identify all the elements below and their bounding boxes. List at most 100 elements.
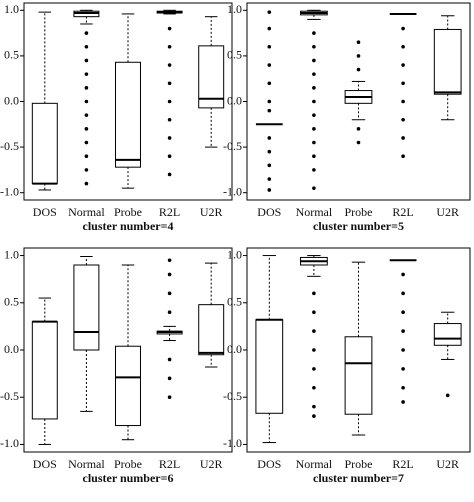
outlier bbox=[401, 291, 405, 296]
outlier bbox=[312, 310, 316, 315]
outlier bbox=[356, 127, 361, 131]
x-tick-label: R2L bbox=[392, 457, 413, 471]
outlier bbox=[401, 272, 405, 277]
outlier bbox=[401, 310, 405, 315]
outlier bbox=[267, 99, 272, 104]
box bbox=[198, 45, 225, 109]
outlier bbox=[401, 44, 405, 49]
y-tick-label: 0.0 bbox=[227, 342, 242, 356]
box bbox=[115, 345, 141, 427]
outlier bbox=[267, 177, 272, 181]
outlier bbox=[167, 26, 172, 31]
outlier bbox=[267, 63, 272, 67]
outlier bbox=[312, 140, 316, 145]
y-tick-label: -1.0 bbox=[223, 184, 242, 198]
y-tick-label: -0.5 bbox=[223, 389, 242, 403]
x-tick-label: DOS bbox=[33, 457, 57, 471]
x-axis-label: cluster number=5 bbox=[313, 219, 404, 233]
x-tick-label: R2L bbox=[159, 457, 180, 471]
outlier bbox=[167, 272, 172, 277]
outlier bbox=[312, 58, 316, 63]
x-tick-label: DOS bbox=[257, 205, 281, 219]
outlier bbox=[84, 86, 89, 90]
y-tick-label: 0.5 bbox=[227, 48, 242, 62]
outlier bbox=[167, 99, 172, 104]
x-tick-label: Normal bbox=[296, 457, 333, 471]
outlier bbox=[356, 54, 361, 58]
outlier bbox=[312, 385, 316, 390]
y-tick-label: 0.5 bbox=[4, 48, 19, 62]
outlier bbox=[312, 72, 316, 76]
y-tick-label: -1.0 bbox=[0, 436, 19, 450]
outlier bbox=[167, 310, 172, 315]
outlier bbox=[167, 63, 172, 67]
y-tick-label: 1.0 bbox=[4, 2, 19, 16]
outlier bbox=[312, 127, 316, 131]
outlier bbox=[167, 154, 172, 159]
outlier bbox=[84, 127, 89, 131]
outlier bbox=[312, 86, 316, 90]
outlier bbox=[267, 136, 272, 140]
x-tick-label: U2R bbox=[436, 457, 459, 471]
y-tick-label: -1.0 bbox=[223, 436, 242, 450]
box bbox=[198, 304, 225, 356]
outlier bbox=[167, 357, 172, 362]
outlier bbox=[267, 26, 272, 31]
outlier bbox=[356, 40, 361, 45]
y-tick-label: 0.0 bbox=[4, 93, 19, 107]
x-tick-label: DOS bbox=[257, 457, 281, 471]
box bbox=[255, 319, 284, 414]
y-tick-label: 1.0 bbox=[227, 247, 242, 261]
outlier bbox=[312, 414, 316, 418]
outlier bbox=[401, 154, 405, 159]
outlier bbox=[267, 149, 272, 154]
outlier bbox=[167, 258, 172, 263]
y-tick-label: 1.0 bbox=[227, 2, 242, 16]
x-tick-label: DOS bbox=[33, 205, 57, 219]
outlier bbox=[401, 26, 405, 31]
x-axis-label: cluster number=6 bbox=[83, 471, 174, 485]
outlier bbox=[401, 385, 405, 390]
y-tick-label: 1.0 bbox=[4, 247, 19, 261]
y-tick-label: -0.5 bbox=[0, 389, 19, 403]
box bbox=[433, 323, 462, 346]
outlier bbox=[84, 168, 89, 172]
outlier bbox=[312, 168, 316, 172]
x-tick-label: U2R bbox=[200, 205, 223, 219]
box bbox=[31, 321, 58, 420]
outlier bbox=[167, 117, 172, 122]
box bbox=[73, 264, 100, 351]
outlier bbox=[356, 140, 361, 145]
outlier bbox=[167, 376, 172, 381]
outlier bbox=[167, 44, 172, 49]
outlier bbox=[312, 31, 316, 35]
outlier bbox=[312, 113, 316, 117]
outlier bbox=[401, 99, 405, 104]
outlier bbox=[84, 181, 89, 186]
box bbox=[433, 28, 462, 95]
y-tick-label: 0.0 bbox=[4, 342, 19, 356]
y-tick-label: -0.5 bbox=[223, 139, 242, 153]
outlier bbox=[167, 172, 172, 177]
outlier bbox=[267, 108, 272, 113]
outlier bbox=[167, 291, 172, 296]
x-tick-label: Probe bbox=[114, 205, 142, 219]
outlier bbox=[267, 44, 272, 49]
outlier bbox=[84, 113, 89, 117]
outlier bbox=[401, 329, 405, 333]
x-tick-label: Normal bbox=[68, 205, 105, 219]
outlier bbox=[445, 393, 450, 398]
box bbox=[31, 102, 58, 185]
outlier bbox=[84, 99, 89, 104]
outlier bbox=[167, 395, 172, 400]
outlier bbox=[267, 163, 272, 168]
x-tick-label: R2L bbox=[392, 205, 413, 219]
outlier bbox=[267, 188, 272, 192]
outlier bbox=[167, 81, 172, 86]
x-tick-label: R2L bbox=[159, 205, 180, 219]
x-axis-label: cluster number=7 bbox=[313, 471, 404, 485]
x-tick-label: Probe bbox=[345, 457, 373, 471]
box bbox=[344, 336, 373, 415]
outlier bbox=[401, 348, 405, 352]
